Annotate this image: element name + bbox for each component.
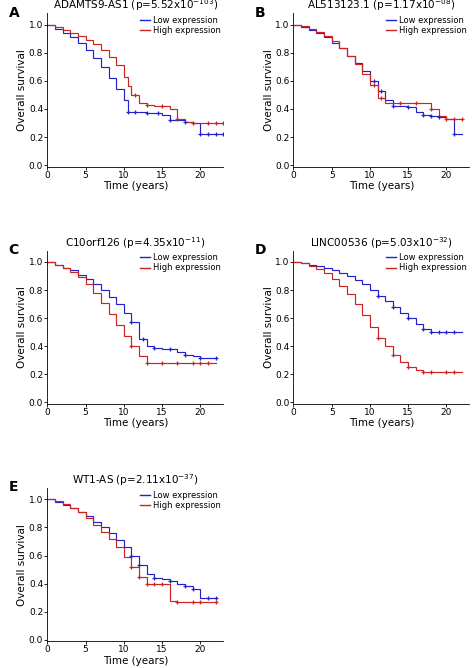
Title: C10orf126 (p=4.35x10$^{-11}$): C10orf126 (p=4.35x10$^{-11}$) <box>65 235 206 250</box>
Title: AL513123.1 (p=1.17x10$^{-08}$): AL513123.1 (p=1.17x10$^{-08}$) <box>307 0 456 13</box>
X-axis label: Time (years): Time (years) <box>349 418 414 428</box>
Y-axis label: Overall survival: Overall survival <box>264 49 273 131</box>
Text: D: D <box>255 243 266 257</box>
Text: E: E <box>9 480 18 494</box>
Title: WT1-AS (p=2.11x10$^{-37}$): WT1-AS (p=2.11x10$^{-37}$) <box>72 472 199 488</box>
Y-axis label: Overall survival: Overall survival <box>18 287 27 368</box>
Y-axis label: Overall survival: Overall survival <box>18 49 27 131</box>
Y-axis label: Overall survival: Overall survival <box>18 524 27 606</box>
Legend: Low expression, High expression: Low expression, High expression <box>385 253 467 273</box>
X-axis label: Time (years): Time (years) <box>349 181 414 191</box>
Title: LINC00536 (p=5.03x10$^{-32}$): LINC00536 (p=5.03x10$^{-32}$) <box>310 235 453 250</box>
X-axis label: Time (years): Time (years) <box>102 656 168 666</box>
Y-axis label: Overall survival: Overall survival <box>264 287 273 368</box>
Title: ADAMTS9-AS1 (p=5.52x10$^{-103}$): ADAMTS9-AS1 (p=5.52x10$^{-103}$) <box>53 0 218 13</box>
Legend: Low expression, High expression: Low expression, High expression <box>139 253 221 273</box>
Text: B: B <box>255 6 265 19</box>
Text: A: A <box>9 6 19 19</box>
Legend: Low expression, High expression: Low expression, High expression <box>139 490 221 511</box>
Text: C: C <box>9 243 19 257</box>
Legend: Low expression, High expression: Low expression, High expression <box>139 15 221 36</box>
X-axis label: Time (years): Time (years) <box>102 181 168 191</box>
Legend: Low expression, High expression: Low expression, High expression <box>385 15 467 36</box>
X-axis label: Time (years): Time (years) <box>102 418 168 428</box>
